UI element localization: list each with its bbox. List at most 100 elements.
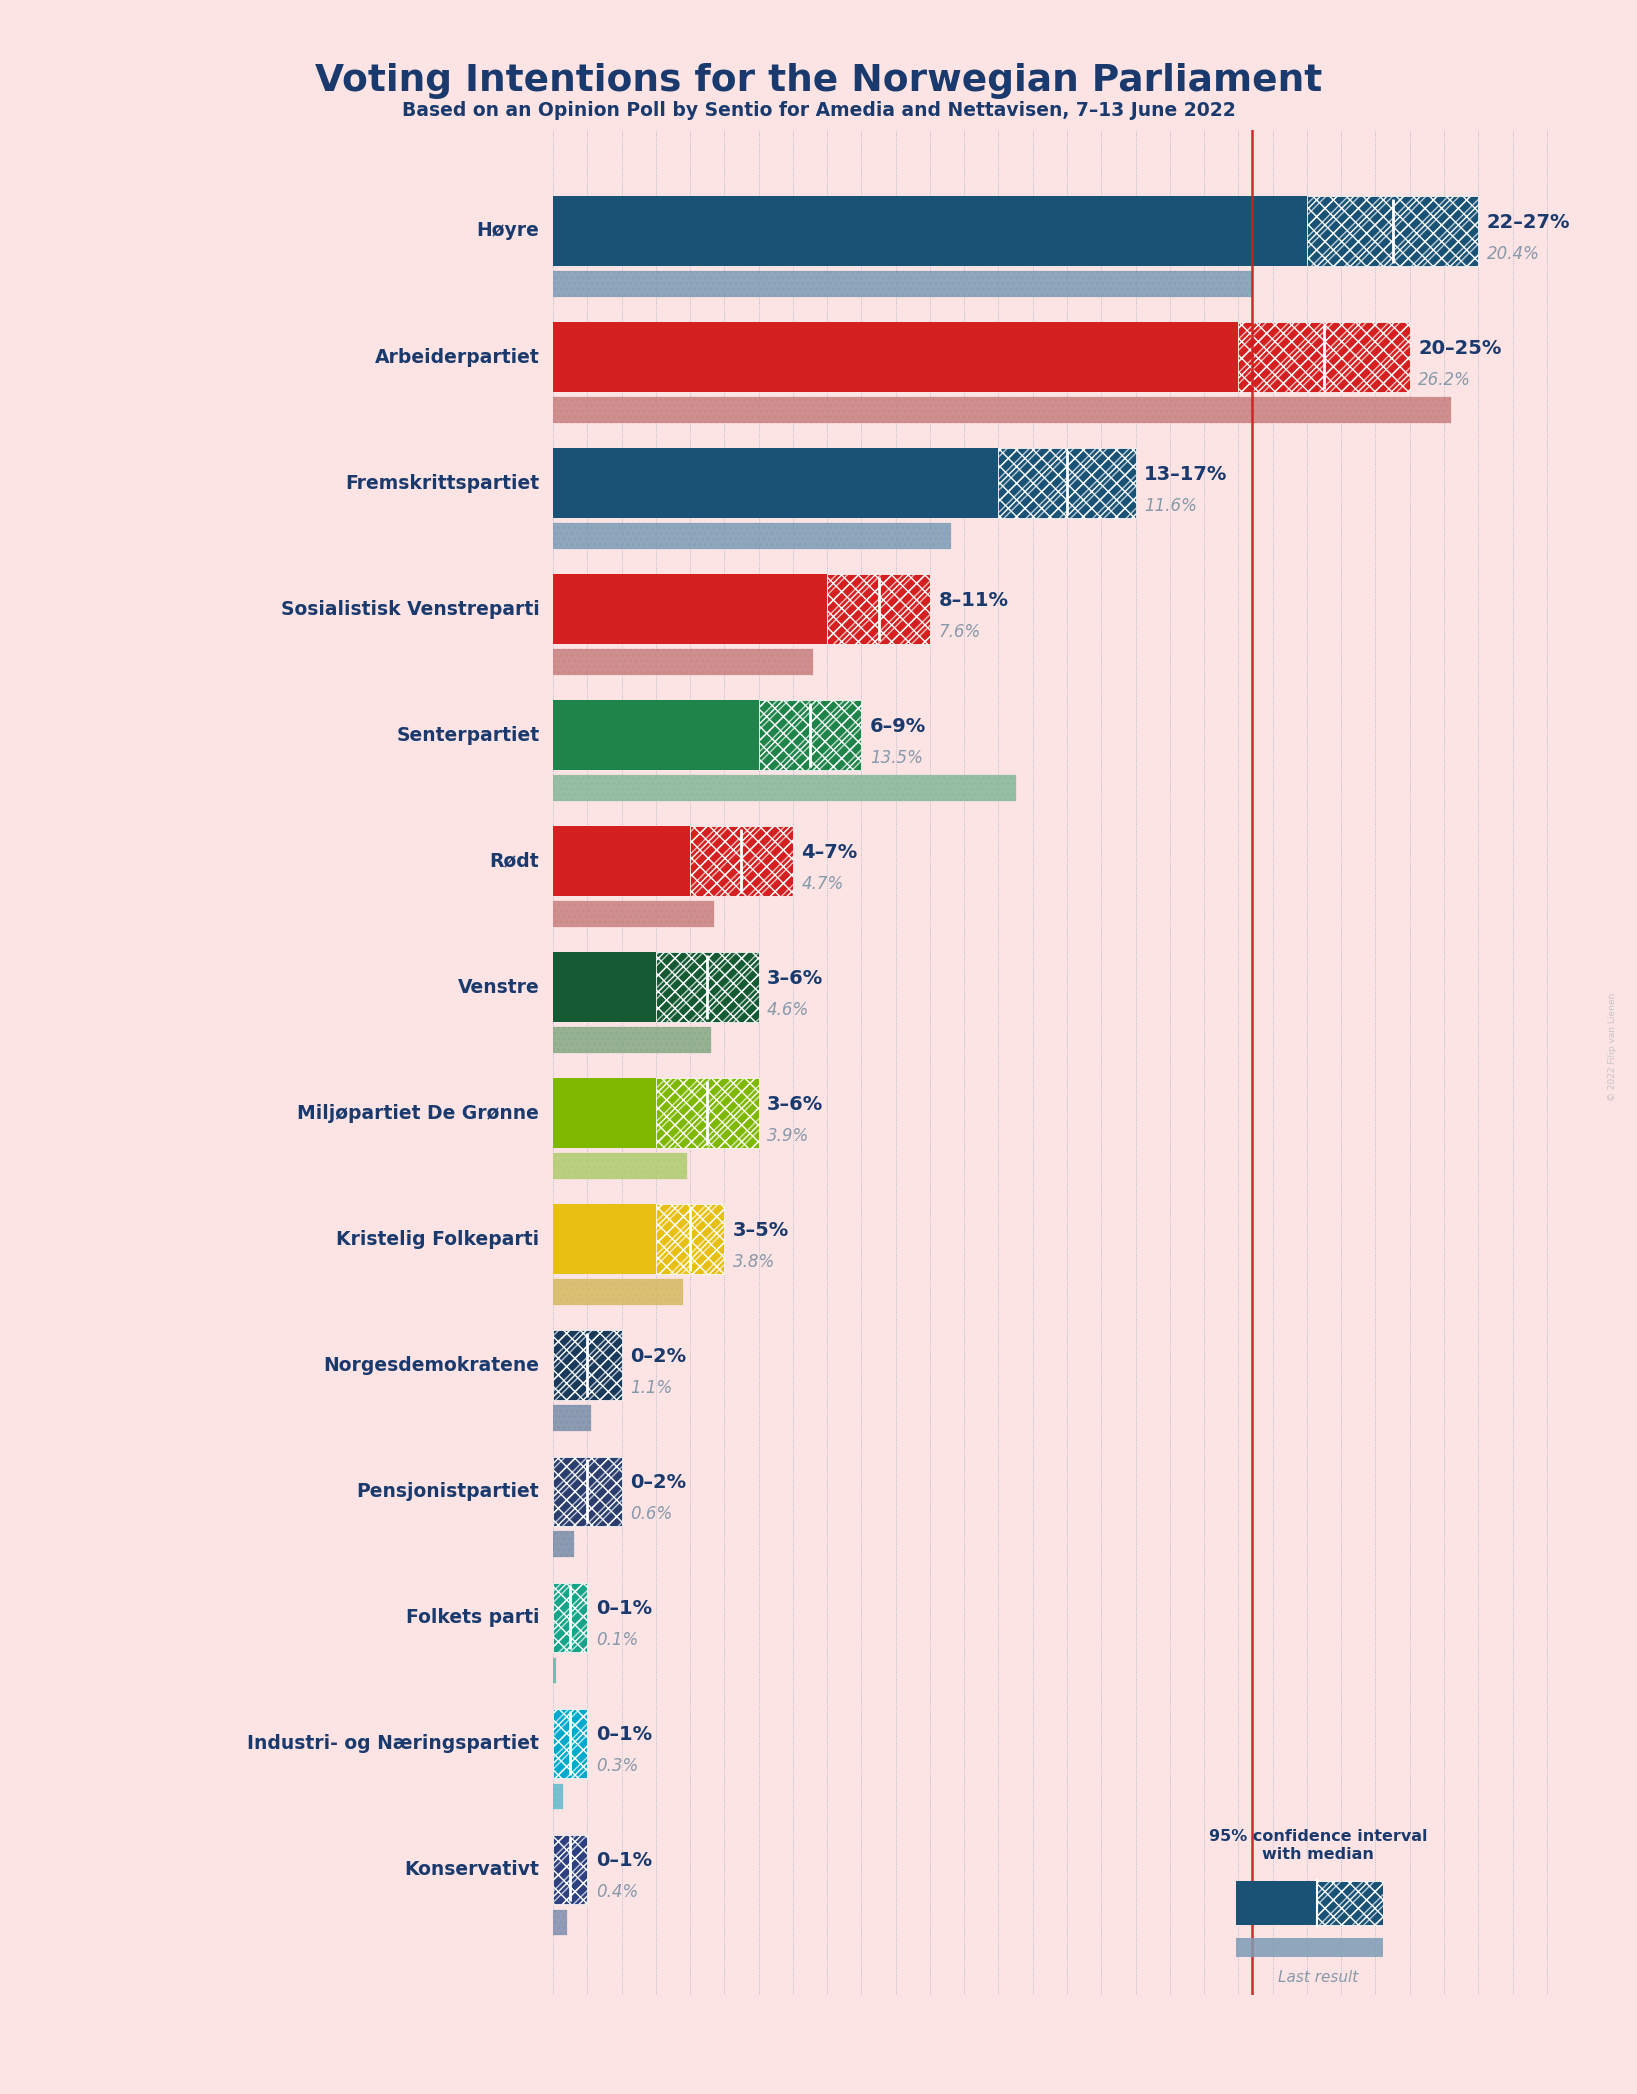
Bar: [553, 1834, 588, 1903]
Text: 3–6%: 3–6%: [768, 970, 823, 988]
Bar: [553, 398, 1450, 423]
Bar: [553, 1583, 588, 1652]
Text: 11.6%: 11.6%: [1144, 496, 1197, 515]
Text: 3.8%: 3.8%: [733, 1252, 776, 1271]
Text: 4–7%: 4–7%: [802, 842, 858, 863]
Bar: [553, 1405, 591, 1430]
Text: 6–9%: 6–9%: [869, 716, 927, 735]
Text: Fremskrittspartiet: Fremskrittspartiet: [345, 473, 539, 492]
Bar: [656, 1204, 724, 1273]
Bar: [553, 1531, 573, 1556]
Bar: [553, 1910, 566, 1935]
Bar: [553, 197, 1306, 266]
Bar: [553, 953, 656, 1022]
Bar: [553, 1078, 656, 1148]
Text: 0–1%: 0–1%: [596, 1725, 652, 1744]
Text: Based on an Opinion Poll by Sentio for Amedia and Nettavisen, 7–13 June 2022: Based on an Opinion Poll by Sentio for A…: [401, 101, 1236, 119]
Bar: [656, 953, 758, 1022]
Bar: [553, 900, 714, 928]
Text: 20–25%: 20–25%: [1418, 339, 1501, 358]
Bar: [827, 574, 930, 643]
Text: 0.3%: 0.3%: [596, 1757, 638, 1776]
Bar: [553, 775, 1015, 800]
Text: Sosialistisk Venstreparti: Sosialistisk Venstreparti: [280, 599, 539, 618]
Text: 26.2%: 26.2%: [1418, 371, 1472, 389]
Bar: [553, 524, 951, 549]
Text: Rødt: Rødt: [489, 852, 539, 871]
Bar: [553, 1658, 557, 1684]
Text: 0–2%: 0–2%: [630, 1346, 686, 1365]
Bar: [1306, 197, 1478, 266]
Text: Pensjonistpartiet: Pensjonistpartiet: [357, 1483, 539, 1501]
Text: Folkets parti: Folkets parti: [406, 1608, 539, 1627]
Bar: [553, 827, 691, 896]
Text: 0–1%: 0–1%: [596, 1851, 652, 1870]
Bar: [1316, 1880, 1383, 1926]
Text: Miljøpartiet De Grønne: Miljøpartiet De Grønne: [298, 1104, 539, 1122]
Bar: [553, 1154, 686, 1179]
Bar: [553, 775, 1015, 800]
Bar: [553, 1028, 710, 1053]
Text: 20.4%: 20.4%: [1486, 245, 1540, 262]
Text: Last result: Last result: [1277, 1970, 1359, 1985]
Text: 0.1%: 0.1%: [596, 1631, 638, 1648]
Bar: [1238, 322, 1409, 392]
Bar: [1238, 322, 1409, 392]
Text: 13.5%: 13.5%: [869, 750, 923, 766]
Bar: [553, 649, 814, 674]
Bar: [553, 1583, 588, 1652]
Bar: [553, 1784, 563, 1809]
Bar: [553, 574, 827, 643]
Bar: [656, 953, 758, 1022]
Bar: [553, 1204, 656, 1273]
Bar: [553, 1531, 573, 1556]
Bar: [553, 1330, 622, 1399]
Text: 7.6%: 7.6%: [938, 622, 981, 641]
Bar: [553, 1330, 622, 1399]
Text: 0–1%: 0–1%: [596, 1600, 652, 1619]
Bar: [999, 448, 1136, 517]
Bar: [553, 272, 1252, 297]
Text: Høyre: Høyre: [476, 222, 539, 241]
Text: 3.9%: 3.9%: [768, 1127, 809, 1145]
Bar: [827, 574, 930, 643]
Text: 95% confidence interval
with median: 95% confidence interval with median: [1208, 1830, 1427, 1862]
Bar: [656, 1204, 724, 1273]
Text: 1.1%: 1.1%: [630, 1378, 673, 1397]
Bar: [1236, 1880, 1316, 1926]
Text: 22–27%: 22–27%: [1486, 214, 1570, 232]
Text: Industri- og Næringspartiet: Industri- og Næringspartiet: [247, 1734, 539, 1753]
Bar: [553, 1457, 622, 1527]
Text: 13–17%: 13–17%: [1144, 465, 1228, 484]
Bar: [553, 1784, 563, 1809]
Bar: [553, 1279, 683, 1305]
Bar: [553, 524, 951, 549]
Bar: [553, 1457, 622, 1527]
Bar: [553, 699, 758, 771]
Bar: [553, 1709, 588, 1778]
Bar: [1316, 1880, 1383, 1926]
Bar: [1306, 197, 1478, 266]
Text: Venstre: Venstre: [457, 978, 539, 997]
Text: 3–5%: 3–5%: [733, 1221, 789, 1240]
Text: 0.4%: 0.4%: [596, 1883, 638, 1901]
Text: Arbeiderpartiet: Arbeiderpartiet: [375, 348, 539, 366]
Bar: [553, 900, 714, 928]
Text: Norgesdemokratene: Norgesdemokratene: [322, 1355, 539, 1374]
Text: 4.7%: 4.7%: [802, 875, 843, 892]
Bar: [691, 827, 792, 896]
Bar: [553, 272, 1252, 297]
Text: 0.6%: 0.6%: [630, 1506, 673, 1522]
Bar: [553, 1279, 683, 1305]
Text: Voting Intentions for the Norwegian Parliament: Voting Intentions for the Norwegian Parl…: [314, 63, 1323, 98]
Bar: [553, 1709, 588, 1778]
Bar: [656, 1078, 758, 1148]
Bar: [553, 322, 1238, 392]
Bar: [553, 448, 999, 517]
Bar: [553, 1154, 686, 1179]
Bar: [758, 699, 861, 771]
Text: Konservativt: Konservativt: [404, 1859, 539, 1878]
Bar: [656, 1078, 758, 1148]
Text: Kristelig Folkeparti: Kristelig Folkeparti: [336, 1229, 539, 1248]
Text: 8–11%: 8–11%: [938, 591, 1008, 609]
